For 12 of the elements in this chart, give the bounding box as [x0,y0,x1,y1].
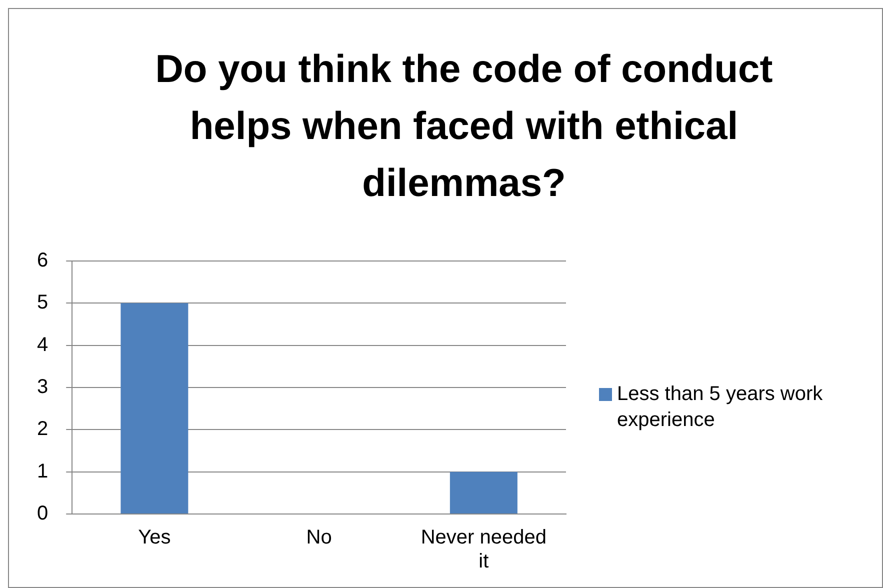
x-tick-label: No [306,526,332,549]
y-tick-label: 3 [37,376,48,398]
x-tick-label: Never needed it [420,526,547,573]
chart-title: Do you think the code of conduct helps when faced with ethical dilemmas? [154,47,774,207]
legend-label: Less than 5 years work experience [617,382,824,433]
y-tick-label: 6 [37,250,48,272]
y-tick-label: 5 [37,292,48,314]
y-tick-label: 1 [37,460,48,482]
y-tick-label: 0 [37,502,48,525]
y-tick-label: 2 [37,418,48,440]
y-tick-label: 4 [37,334,48,356]
x-tick-label: Yes [138,526,171,549]
